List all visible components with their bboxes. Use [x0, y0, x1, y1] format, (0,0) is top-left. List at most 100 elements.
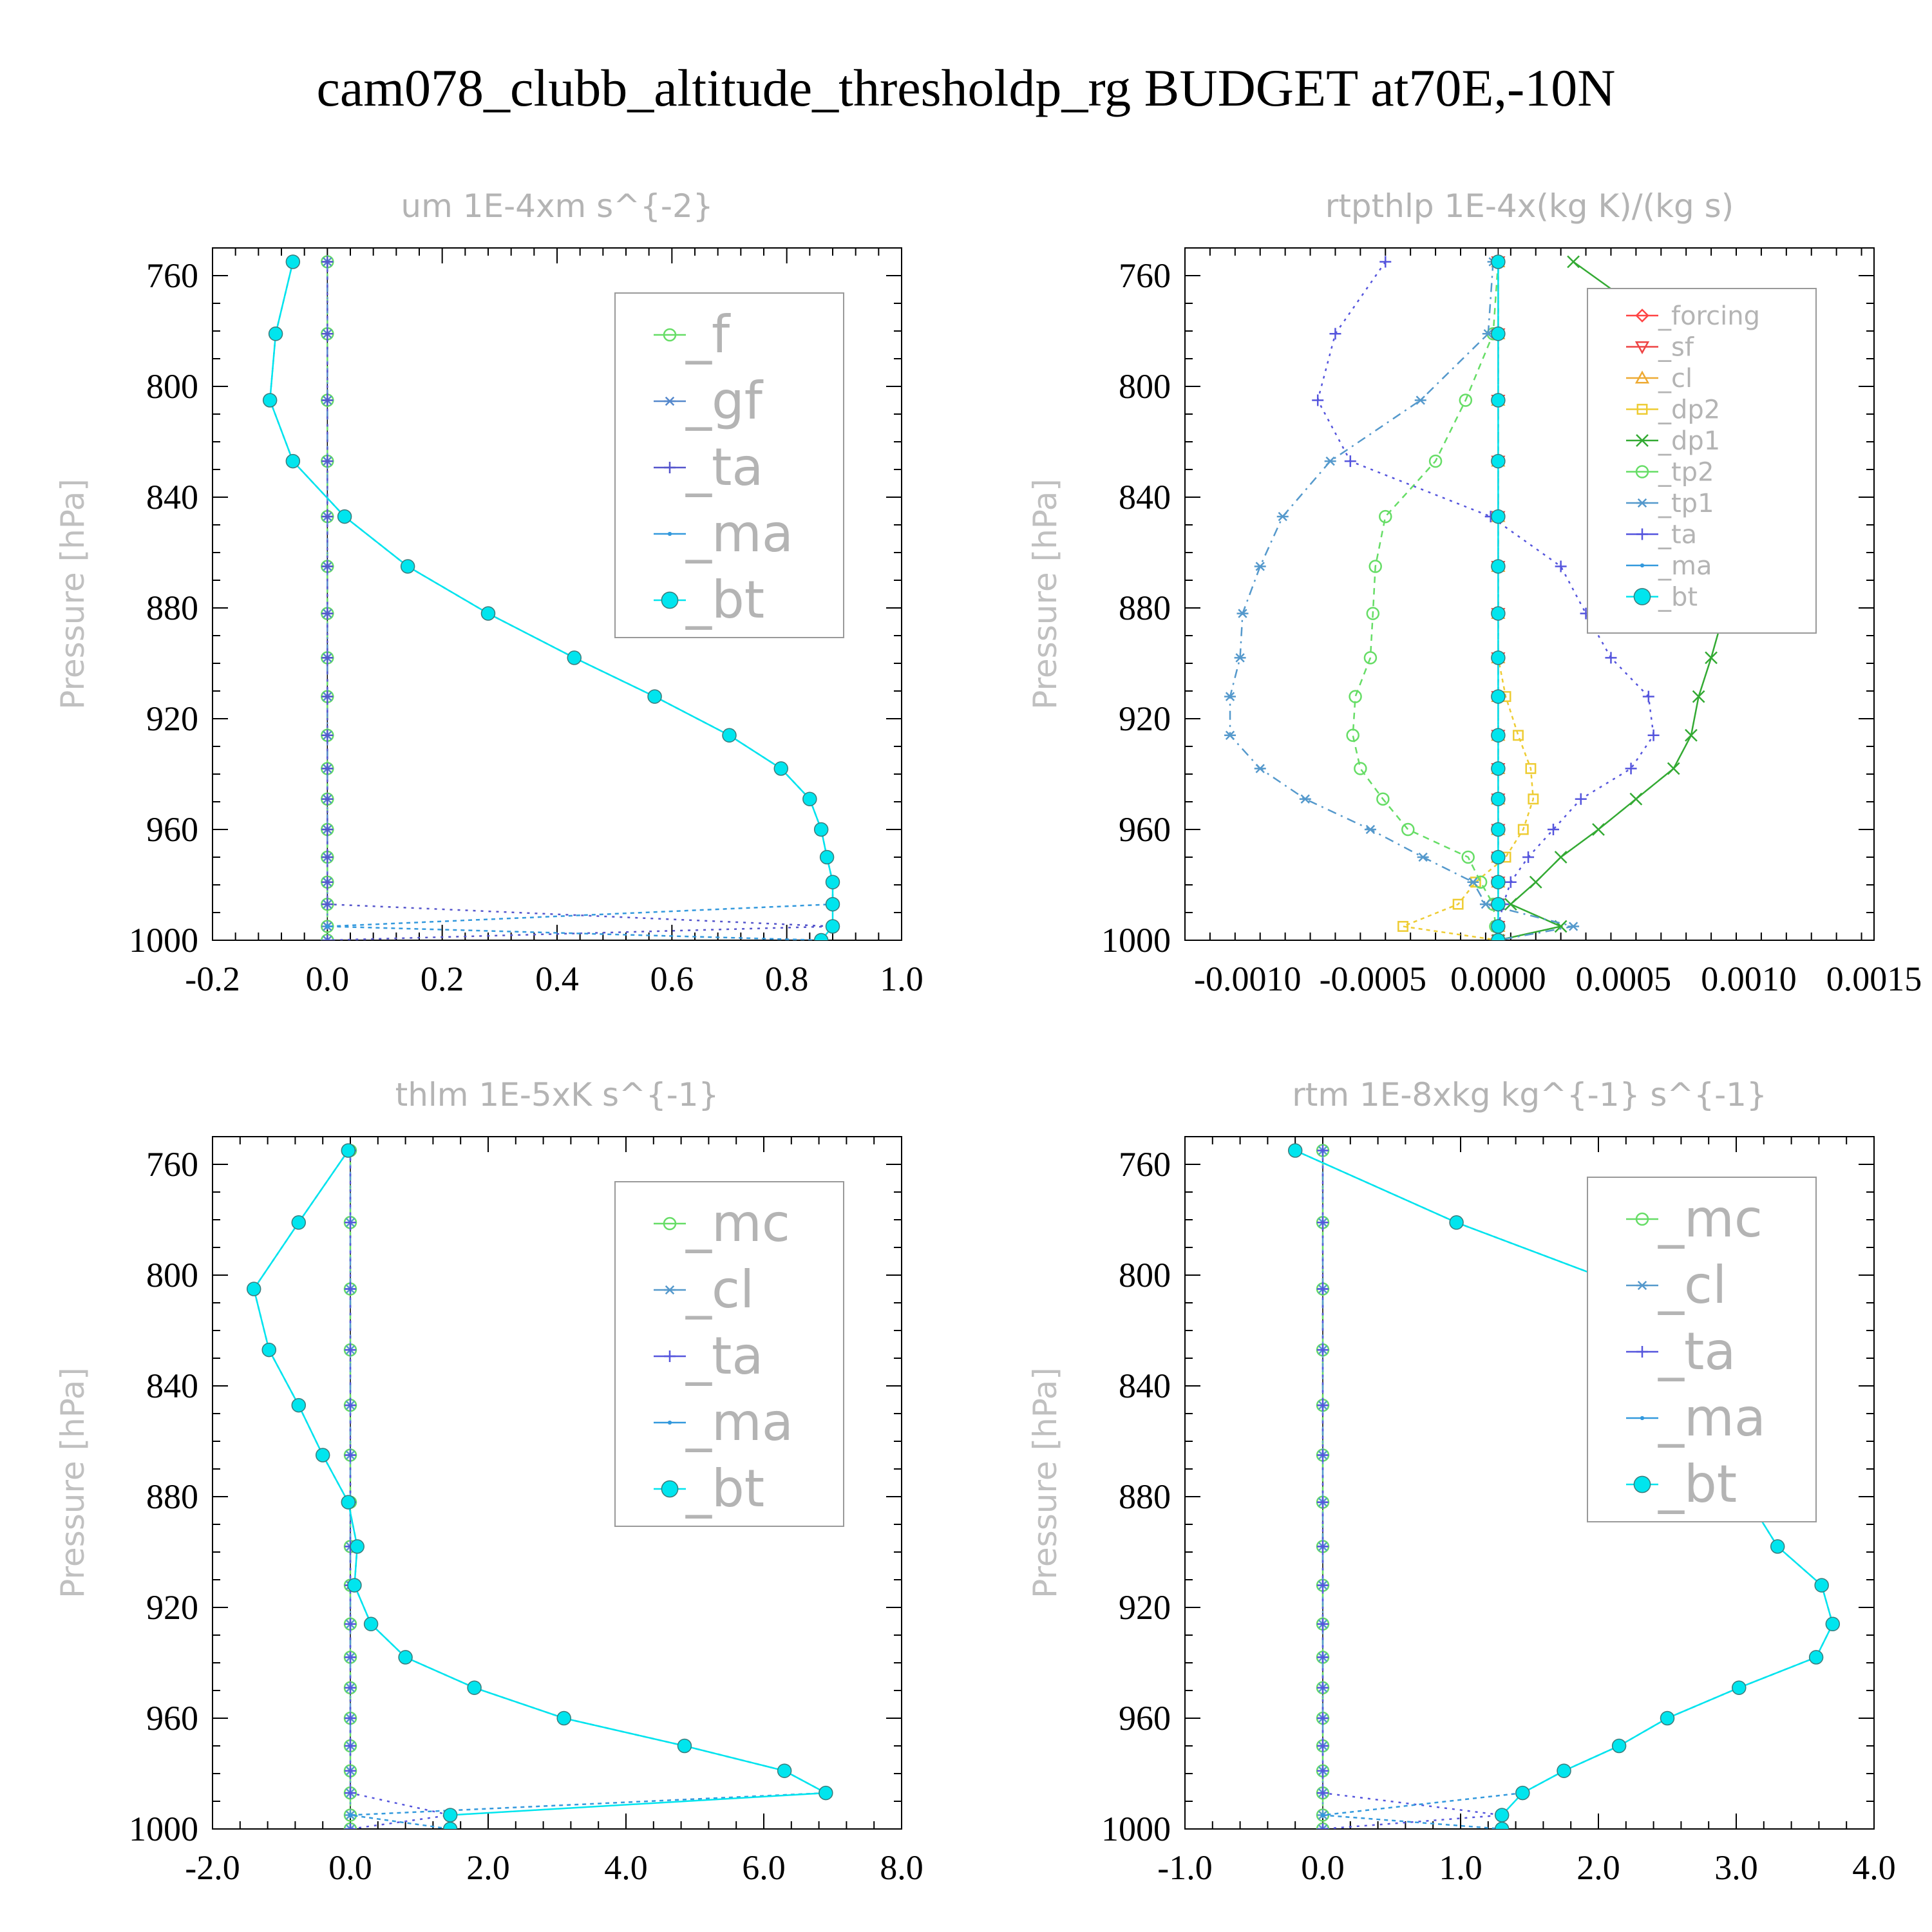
data-point — [1459, 393, 1473, 407]
data-point — [1401, 822, 1415, 837]
data-point — [1363, 651, 1378, 665]
data-point — [1732, 1680, 1747, 1695]
legend-label: _ta — [1658, 1321, 1736, 1381]
y-tick-label: 920 — [146, 699, 198, 738]
legend-label: _tp1 — [1658, 489, 1714, 518]
data-point — [1317, 1618, 1329, 1630]
data-point — [1611, 1738, 1627, 1754]
legend: _f_gf_ta _ma_bt — [614, 292, 844, 638]
x-tick-label: -0.0005 — [1320, 960, 1426, 998]
data-point — [350, 1539, 365, 1554]
y-tick-label: 840 — [146, 478, 198, 516]
data-point — [1567, 255, 1580, 269]
x-tick-label: 0.0 — [328, 1848, 372, 1887]
data-point — [321, 793, 334, 805]
data-point — [819, 1785, 833, 1801]
data-point — [1491, 650, 1506, 665]
data-point — [1808, 1650, 1824, 1665]
data-point — [321, 511, 334, 523]
data-point — [813, 933, 829, 940]
data-point — [1317, 1765, 1329, 1777]
data-point — [1417, 852, 1429, 862]
data-point — [1529, 875, 1542, 889]
data-point — [1452, 898, 1464, 910]
data-point — [1317, 1740, 1329, 1752]
data-point — [1814, 1578, 1829, 1593]
data-point — [1685, 728, 1698, 742]
data-point — [345, 1823, 356, 1829]
y-tick-label: 800 — [146, 367, 198, 406]
data-point — [1368, 560, 1382, 573]
y-tick-label: 760 — [146, 256, 198, 295]
data-point — [321, 607, 334, 620]
legend-marker — [664, 1285, 676, 1295]
panel-3: thlm 1E-5xK s^{-1} Pressure [hPa] 760 800 84… — [54, 1076, 923, 1887]
legend-label: _bt — [685, 570, 764, 630]
data-point — [345, 1651, 356, 1663]
y-tick-label: 760 — [146, 1145, 198, 1184]
legend-label: _ta — [685, 1326, 763, 1386]
data-point — [321, 455, 334, 468]
y-tick-label: 1000 — [1101, 1810, 1171, 1848]
y-axis-label: Pressure [hPa] — [54, 478, 91, 710]
legend-label: _sf — [1658, 333, 1694, 363]
data-point — [1692, 690, 1705, 703]
data-point — [1705, 651, 1718, 665]
data-point — [1317, 1283, 1329, 1295]
legend-label: _bt — [685, 1459, 764, 1519]
data-point — [1317, 1449, 1329, 1461]
data-point — [1770, 1539, 1785, 1554]
legend: _mc_cl_ta _ma_bt — [1587, 1177, 1817, 1522]
panel-2: rtpthlp 1E-4x(kg K)/(kg s) Pressure [hPa]… — [1027, 187, 1922, 998]
legend-marker — [1636, 528, 1648, 540]
data-point — [1491, 689, 1506, 704]
x-tick-label: -2.0 — [185, 1848, 240, 1887]
data-point — [1528, 793, 1539, 805]
data-point — [1491, 822, 1506, 837]
x-tick-label: -0.2 — [185, 960, 240, 998]
data-point — [1491, 919, 1506, 934]
data-point — [1317, 1651, 1329, 1663]
series-group — [1224, 254, 1806, 940]
data-point — [1517, 824, 1529, 835]
main-title: cam078_clubb_altitude_thresholdp_rg BUDG… — [316, 59, 1616, 117]
data-point — [321, 876, 334, 888]
data-point — [1317, 1496, 1329, 1508]
data-point — [341, 1143, 356, 1158]
x-tick-label: 0.0 — [1301, 1848, 1345, 1887]
data-point — [1547, 824, 1559, 835]
data-point — [321, 729, 334, 741]
series-line-tp2 — [1352, 261, 1499, 940]
x-tick-label: 2.0 — [466, 1848, 510, 1887]
data-point — [1491, 559, 1506, 574]
data-point — [345, 1399, 356, 1412]
plot-frame — [1184, 1136, 1875, 1830]
data-point — [1491, 791, 1506, 806]
data-point — [363, 1616, 379, 1632]
x-tick-label: 0.0005 — [1576, 960, 1672, 998]
legend-label: _f — [685, 305, 731, 365]
legend-marker — [1636, 434, 1649, 447]
legend-label: _cl — [685, 1260, 754, 1320]
x-tick-label: 0.0010 — [1701, 960, 1797, 998]
series-group — [262, 254, 840, 940]
legend-marker — [663, 1217, 677, 1231]
data-point — [321, 690, 334, 703]
data-point — [442, 1821, 458, 1829]
x-tick-label: 3.0 — [1714, 1848, 1758, 1887]
data-point — [1349, 690, 1362, 703]
y-tick-label: 1000 — [129, 921, 198, 960]
data-point — [1317, 1787, 1329, 1799]
data-point — [345, 1681, 356, 1694]
data-point — [291, 1215, 306, 1230]
data-point — [1660, 1710, 1675, 1726]
series-line-ta — [349, 1150, 451, 1829]
data-point — [345, 1740, 356, 1752]
data-point — [262, 393, 278, 408]
y-tick-label: 960 — [1119, 810, 1171, 849]
y-tick-label: 880 — [146, 589, 198, 627]
data-point — [337, 509, 352, 524]
legend-label: _mc — [685, 1193, 790, 1253]
data-point — [1642, 690, 1654, 703]
data-point — [1629, 792, 1643, 806]
